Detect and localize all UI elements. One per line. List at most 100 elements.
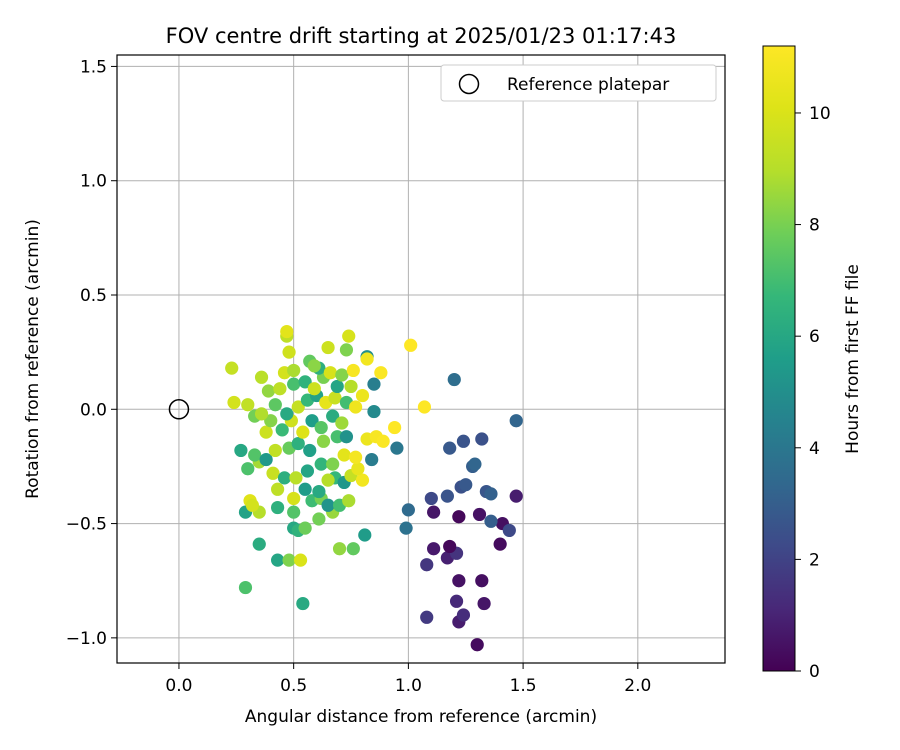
data-point xyxy=(238,580,253,595)
data-point xyxy=(300,464,315,478)
data-point xyxy=(367,404,381,419)
data-point xyxy=(298,521,312,535)
data-point xyxy=(376,434,390,448)
data-point xyxy=(344,379,358,394)
data-point xyxy=(271,500,285,515)
data-point xyxy=(321,473,335,487)
data-point xyxy=(472,507,487,522)
data-point xyxy=(291,436,305,451)
data-point xyxy=(268,398,282,412)
data-point xyxy=(401,503,415,517)
reference-marker xyxy=(168,399,190,420)
data-point xyxy=(271,482,285,496)
colorbar: 0 2 4 6 8 10 Hours from first FF file xyxy=(762,45,863,682)
data-point xyxy=(420,558,434,572)
data-point xyxy=(440,489,454,503)
reference-platepar-marker xyxy=(168,399,190,420)
plot-area xyxy=(116,54,726,664)
data-point xyxy=(367,377,381,391)
x-tick-label: 1.5 xyxy=(510,676,537,696)
data-point xyxy=(312,512,326,526)
data-point xyxy=(323,366,337,380)
data-point xyxy=(339,343,354,357)
data-point xyxy=(427,542,441,556)
data-point xyxy=(326,457,340,471)
data-point xyxy=(337,448,351,462)
colorbar-tick-label: 2 xyxy=(809,550,820,570)
data-point xyxy=(296,596,310,611)
data-point xyxy=(287,505,301,519)
data-point xyxy=(326,409,340,423)
data-point xyxy=(390,441,404,455)
data-point xyxy=(330,379,344,394)
colorbar-tick-label: 6 xyxy=(809,327,820,347)
data-point xyxy=(335,416,349,430)
data-point xyxy=(365,452,379,467)
data-point xyxy=(456,608,471,622)
data-point xyxy=(420,610,434,624)
data-point xyxy=(452,510,466,524)
y-axis-label: Rotation from reference (arcmin) xyxy=(23,219,43,499)
data-point xyxy=(277,471,292,485)
data-point xyxy=(264,414,278,428)
data-point xyxy=(459,478,473,492)
y-tick-label: 1.0 xyxy=(80,172,107,192)
data-point xyxy=(424,491,438,506)
data-point xyxy=(475,574,489,588)
data-point xyxy=(248,448,262,462)
data-point xyxy=(314,457,328,471)
data-point xyxy=(328,391,342,405)
y-tick-label: 0.5 xyxy=(80,286,107,306)
data-points xyxy=(225,324,523,652)
y-tick-label: −0.5 xyxy=(66,515,107,535)
data-point xyxy=(477,596,491,611)
data-point xyxy=(241,462,255,476)
data-point xyxy=(417,400,432,414)
data-point xyxy=(287,377,301,391)
data-point xyxy=(321,340,335,355)
data-point xyxy=(254,370,269,384)
x-tick-label: 0.5 xyxy=(280,676,307,696)
data-point xyxy=(252,537,266,551)
data-point xyxy=(484,514,498,528)
data-point xyxy=(227,395,241,410)
data-point xyxy=(254,407,269,421)
data-point xyxy=(349,400,363,414)
legend: Reference platepar xyxy=(440,64,717,102)
data-point xyxy=(275,423,289,437)
data-point xyxy=(449,594,464,608)
grid xyxy=(117,55,725,663)
data-point xyxy=(484,487,498,501)
y-tick-label: 1.5 xyxy=(80,57,107,77)
data-point xyxy=(355,473,370,487)
data-point xyxy=(358,528,372,542)
data-point xyxy=(273,382,287,396)
data-point xyxy=(342,494,356,508)
chart-title: FOV centre drift starting at 2025/01/23 … xyxy=(166,24,677,48)
data-point xyxy=(245,498,259,512)
data-point xyxy=(225,361,239,375)
data-point xyxy=(493,537,507,551)
data-point xyxy=(447,372,461,387)
data-point xyxy=(296,425,310,439)
y-tick-label: −1.0 xyxy=(66,629,107,649)
data-point xyxy=(298,375,312,389)
data-point xyxy=(271,553,285,567)
x-tick-label: 2.0 xyxy=(624,676,651,696)
data-point xyxy=(312,484,326,499)
data-point xyxy=(241,398,255,412)
x-axis-label: Angular distance from reference (arcmin) xyxy=(245,707,597,727)
data-point xyxy=(443,539,457,554)
colorbar-ticks: 0 2 4 6 8 10 xyxy=(795,104,831,682)
data-point xyxy=(427,505,441,519)
data-point xyxy=(314,420,328,435)
data-point xyxy=(305,414,319,428)
data-point xyxy=(280,324,294,339)
data-point xyxy=(282,553,296,567)
data-point xyxy=(346,542,360,556)
data-point xyxy=(316,434,331,448)
x-axis: 0.0 0.5 1.0 1.5 2.0 xyxy=(165,663,651,696)
data-point xyxy=(282,345,296,359)
data-point xyxy=(349,450,363,464)
